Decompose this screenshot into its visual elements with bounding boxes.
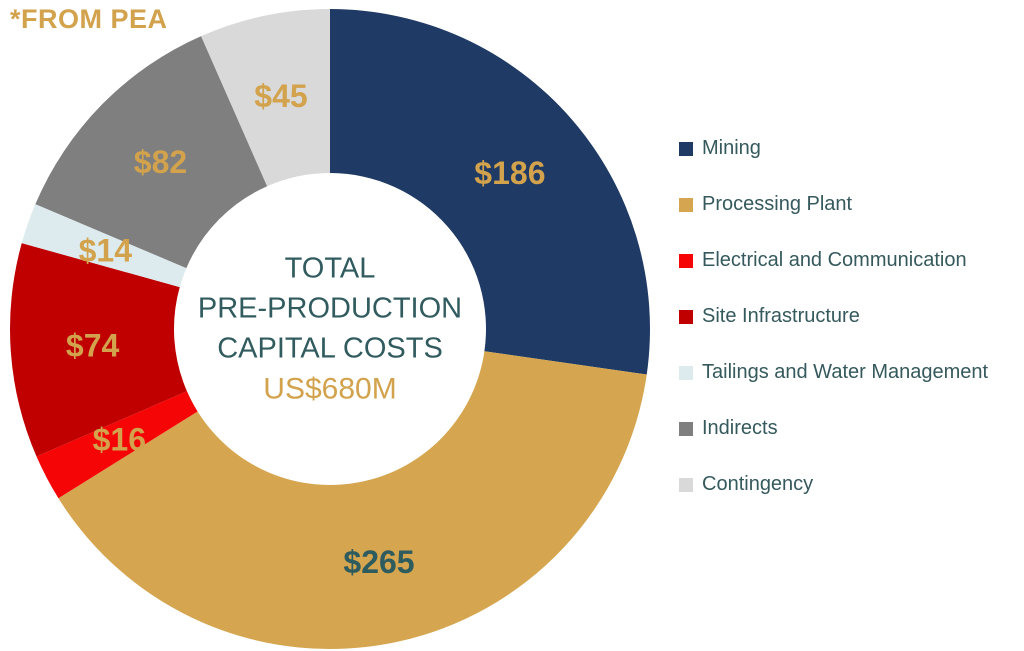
pie-slice-processing-plant bbox=[58, 351, 647, 650]
legend-label-contingency: Contingency bbox=[702, 473, 814, 495]
legend-item-site-infrastructure: Site Infrastructure bbox=[679, 305, 988, 328]
pie-slice-tailings-and-water-management bbox=[21, 204, 187, 288]
slice-value-label-site-infrastructure: $74 bbox=[66, 327, 120, 363]
pie-slice-indirects bbox=[35, 36, 268, 269]
donut-center-label: TOTAL PRE-PRODUCTION CAPITAL COSTS US$68… bbox=[165, 248, 495, 409]
center-title-line-1: TOTAL bbox=[284, 252, 376, 285]
center-title-line-3: CAPITAL COSTS bbox=[217, 332, 443, 365]
legend-label-electrical-and-communication: Electrical and Communication bbox=[702, 249, 967, 271]
slice-value-label-electrical-and-communication: $16 bbox=[93, 422, 146, 458]
legend-item-mining: Mining bbox=[679, 137, 988, 160]
slice-value-label-mining: $186 bbox=[474, 155, 545, 191]
legend: Mining Processing Plant Electrical and Com… bbox=[679, 137, 988, 529]
slice-value-label-indirects: $82 bbox=[134, 144, 187, 180]
legend-swatch-electrical-and-communication bbox=[679, 253, 693, 268]
legend-swatch-processing-plant bbox=[679, 197, 693, 212]
center-total-value: US$680M bbox=[263, 372, 397, 406]
source-note: *FROM PEA bbox=[10, 4, 168, 34]
legend-swatch-contingency bbox=[679, 477, 693, 492]
legend-swatch-indirects bbox=[679, 421, 693, 436]
legend-label-mining: Mining bbox=[702, 137, 761, 159]
pie-slice-contingency bbox=[201, 9, 330, 187]
legend-item-indirects: Indirects bbox=[679, 417, 988, 440]
legend-label-processing-plant: Processing Plant bbox=[702, 193, 853, 215]
pie-slice-electrical-and-communication bbox=[36, 391, 198, 499]
legend-item-electrical-and-communication: Electrical and Communication bbox=[679, 249, 988, 272]
slice-value-label-tailings-and-water-management: $14 bbox=[79, 233, 133, 269]
legend-item-contingency: Contingency bbox=[679, 473, 988, 496]
pie-slice-mining bbox=[330, 9, 650, 375]
legend-item-processing-plant: Processing Plant bbox=[679, 193, 988, 216]
legend-item-tailings-and-water-management: Tailings and Water Management bbox=[679, 361, 988, 384]
legend-swatch-site-infrastructure bbox=[679, 309, 693, 324]
slice-value-label-contingency: $45 bbox=[254, 78, 307, 114]
legend-swatch-mining bbox=[679, 141, 693, 156]
legend-label-site-infrastructure: Site Infrastructure bbox=[702, 305, 860, 327]
legend-label-indirects: Indirects bbox=[702, 417, 778, 439]
legend-label-tailings-and-water-management: Tailings and Water Management bbox=[702, 361, 989, 383]
center-title-line-2: PRE-PRODUCTION bbox=[197, 292, 463, 325]
legend-swatch-tailings-and-water-management bbox=[679, 365, 693, 380]
slice-value-label-processing-plant: $265 bbox=[343, 544, 414, 580]
pie-slice-site-infrastructure bbox=[10, 243, 187, 457]
